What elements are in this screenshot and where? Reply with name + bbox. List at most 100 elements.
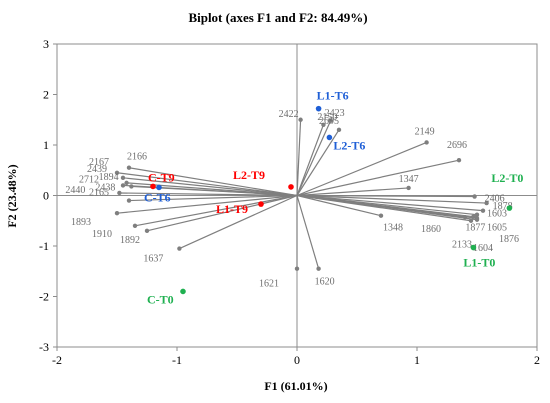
y-tick-label: 1: [43, 138, 49, 152]
vector-1637: [179, 194, 298, 250]
vector-tip-1347: [406, 185, 411, 191]
vector-1347: [296, 187, 409, 197]
variable-label-2406: 2406: [485, 194, 505, 205]
observation-point-C-T9: [150, 183, 156, 190]
observation-point-L1-T9: [258, 201, 264, 207]
observation-point-C-T6: [156, 184, 162, 191]
variable-vectors: [114, 117, 489, 271]
vector-1910: [134, 194, 298, 227]
vector-tip-1621: [294, 266, 300, 271]
y-tick-label: 2: [43, 88, 49, 102]
variable-label-1604: 1604: [473, 243, 493, 254]
vector-tip-2712: [120, 183, 126, 188]
observation-label-L1-T9: L1-T9: [216, 202, 248, 216]
vector-2423: [296, 120, 332, 196]
vector-tip-1348: [378, 213, 384, 218]
vector-2165: [128, 194, 298, 202]
y-tick-label: -3: [39, 340, 49, 354]
vector-tip-2422: [298, 117, 303, 122]
variable-label-2150: 2150: [317, 112, 337, 123]
variable-label-1877: 1877: [465, 223, 485, 234]
vector-1893: [116, 194, 298, 214]
vector-tip-2167: [114, 170, 120, 175]
observation-point-L2-T0: [506, 205, 513, 211]
vector-tip-2695: [336, 127, 342, 133]
observation-label-L2-T6: L2-T6: [333, 138, 365, 152]
vector-tip-2149: [424, 140, 429, 145]
vector-1604: [296, 194, 472, 222]
x-tick-label: 2: [534, 353, 540, 367]
vector-2167: [116, 172, 298, 197]
vector-tip-1620: [316, 266, 321, 271]
variable-label-2133: 2133: [452, 240, 472, 251]
observation-labels: L1-T6 L2-T6 C-T9 C-T6 L2-T9 L1-T9 L2-T0 L1-T0 C-…: [144, 89, 523, 307]
vector-1348: [296, 194, 382, 217]
observation-label-L1-T6: L1-T6: [317, 89, 349, 103]
y-tick-label: -1: [39, 239, 49, 253]
variable-label-2165: 2165: [89, 188, 109, 199]
variable-label-1605: 1605: [487, 223, 507, 234]
variable-label-2167: 2167: [89, 157, 109, 168]
vector-1620: [296, 195, 320, 269]
variable-label-1893: 1893: [71, 217, 91, 228]
vector-tip-1894: [124, 180, 129, 186]
vector-2695: [296, 129, 340, 196]
observation-point-L1-T6: [315, 105, 322, 112]
vector-2439: [122, 177, 298, 197]
x-tick-label: -2: [52, 353, 62, 367]
variable-label-2440: 2440: [65, 185, 85, 196]
variable-label-2695: 2695: [319, 116, 339, 127]
vector-tip-1892: [144, 228, 150, 234]
observation-point-L2-T6: [326, 134, 333, 141]
vector-2440: [119, 192, 298, 197]
vector-2696: [296, 159, 460, 197]
variable-label-1878: 1878: [493, 201, 513, 212]
vector-tip-1637: [177, 246, 182, 251]
x-tick-label: 1: [414, 353, 420, 367]
variable-label-1860: 1860: [421, 224, 441, 235]
variable-label-1603: 1603: [487, 209, 507, 220]
vector-tip-2423: [328, 118, 333, 123]
y-tick-label: 3: [43, 37, 49, 51]
variable-label-2166: 2166: [127, 152, 147, 163]
y-tick-label: 0: [43, 189, 49, 203]
variable-label-1347: 1347: [399, 174, 419, 185]
vector-tip-2406: [472, 194, 477, 199]
variable-label-1621: 1621: [259, 279, 279, 290]
observation-points: [150, 105, 513, 295]
variable-label-2438: 2438: [95, 182, 115, 193]
x-tick-label: 0: [294, 353, 300, 367]
variable-label-1637: 1637: [143, 254, 163, 265]
y-axis-label: F2 (23.48%): [5, 164, 19, 227]
vector-tip-2133: [474, 217, 480, 222]
observation-label-C-T0: C-T0: [147, 292, 174, 306]
vector-1892: [146, 194, 298, 232]
vector-tip-1893: [114, 210, 120, 216]
observation-label-C-T9: C-T9: [148, 170, 175, 184]
observation-point-C-T0: [180, 288, 186, 295]
vector-2422: [296, 119, 302, 196]
vector-tip-1604: [468, 218, 474, 223]
variable-label-1892: 1892: [120, 235, 140, 246]
vector-tip-2439: [120, 175, 126, 181]
variable-label-2423: 2423: [325, 108, 345, 119]
variable-label-1910: 1910: [92, 229, 112, 240]
vector-2149: [296, 141, 427, 197]
variable-label-2149: 2149: [415, 126, 435, 137]
observation-label-L2-T0: L2-T0: [491, 171, 523, 185]
x-tick-label: -1: [172, 353, 182, 367]
observation-label-L2-T9: L2-T9: [233, 168, 265, 182]
vector-tip-2696: [456, 157, 462, 163]
vector-1878: [296, 194, 487, 204]
chart-title: Biplot (axes F1 and F2: 84.49%): [188, 10, 367, 25]
vector-tip-2440: [117, 190, 122, 196]
vector-tip-2150: [321, 122, 326, 128]
variable-label-1894: 1894: [99, 172, 119, 183]
vector-tip-1603: [480, 208, 486, 213]
observation-point-L2-T9: [288, 184, 294, 190]
variable-label-2712: 2712: [79, 174, 99, 185]
variable-label-2696: 2696: [447, 140, 467, 151]
